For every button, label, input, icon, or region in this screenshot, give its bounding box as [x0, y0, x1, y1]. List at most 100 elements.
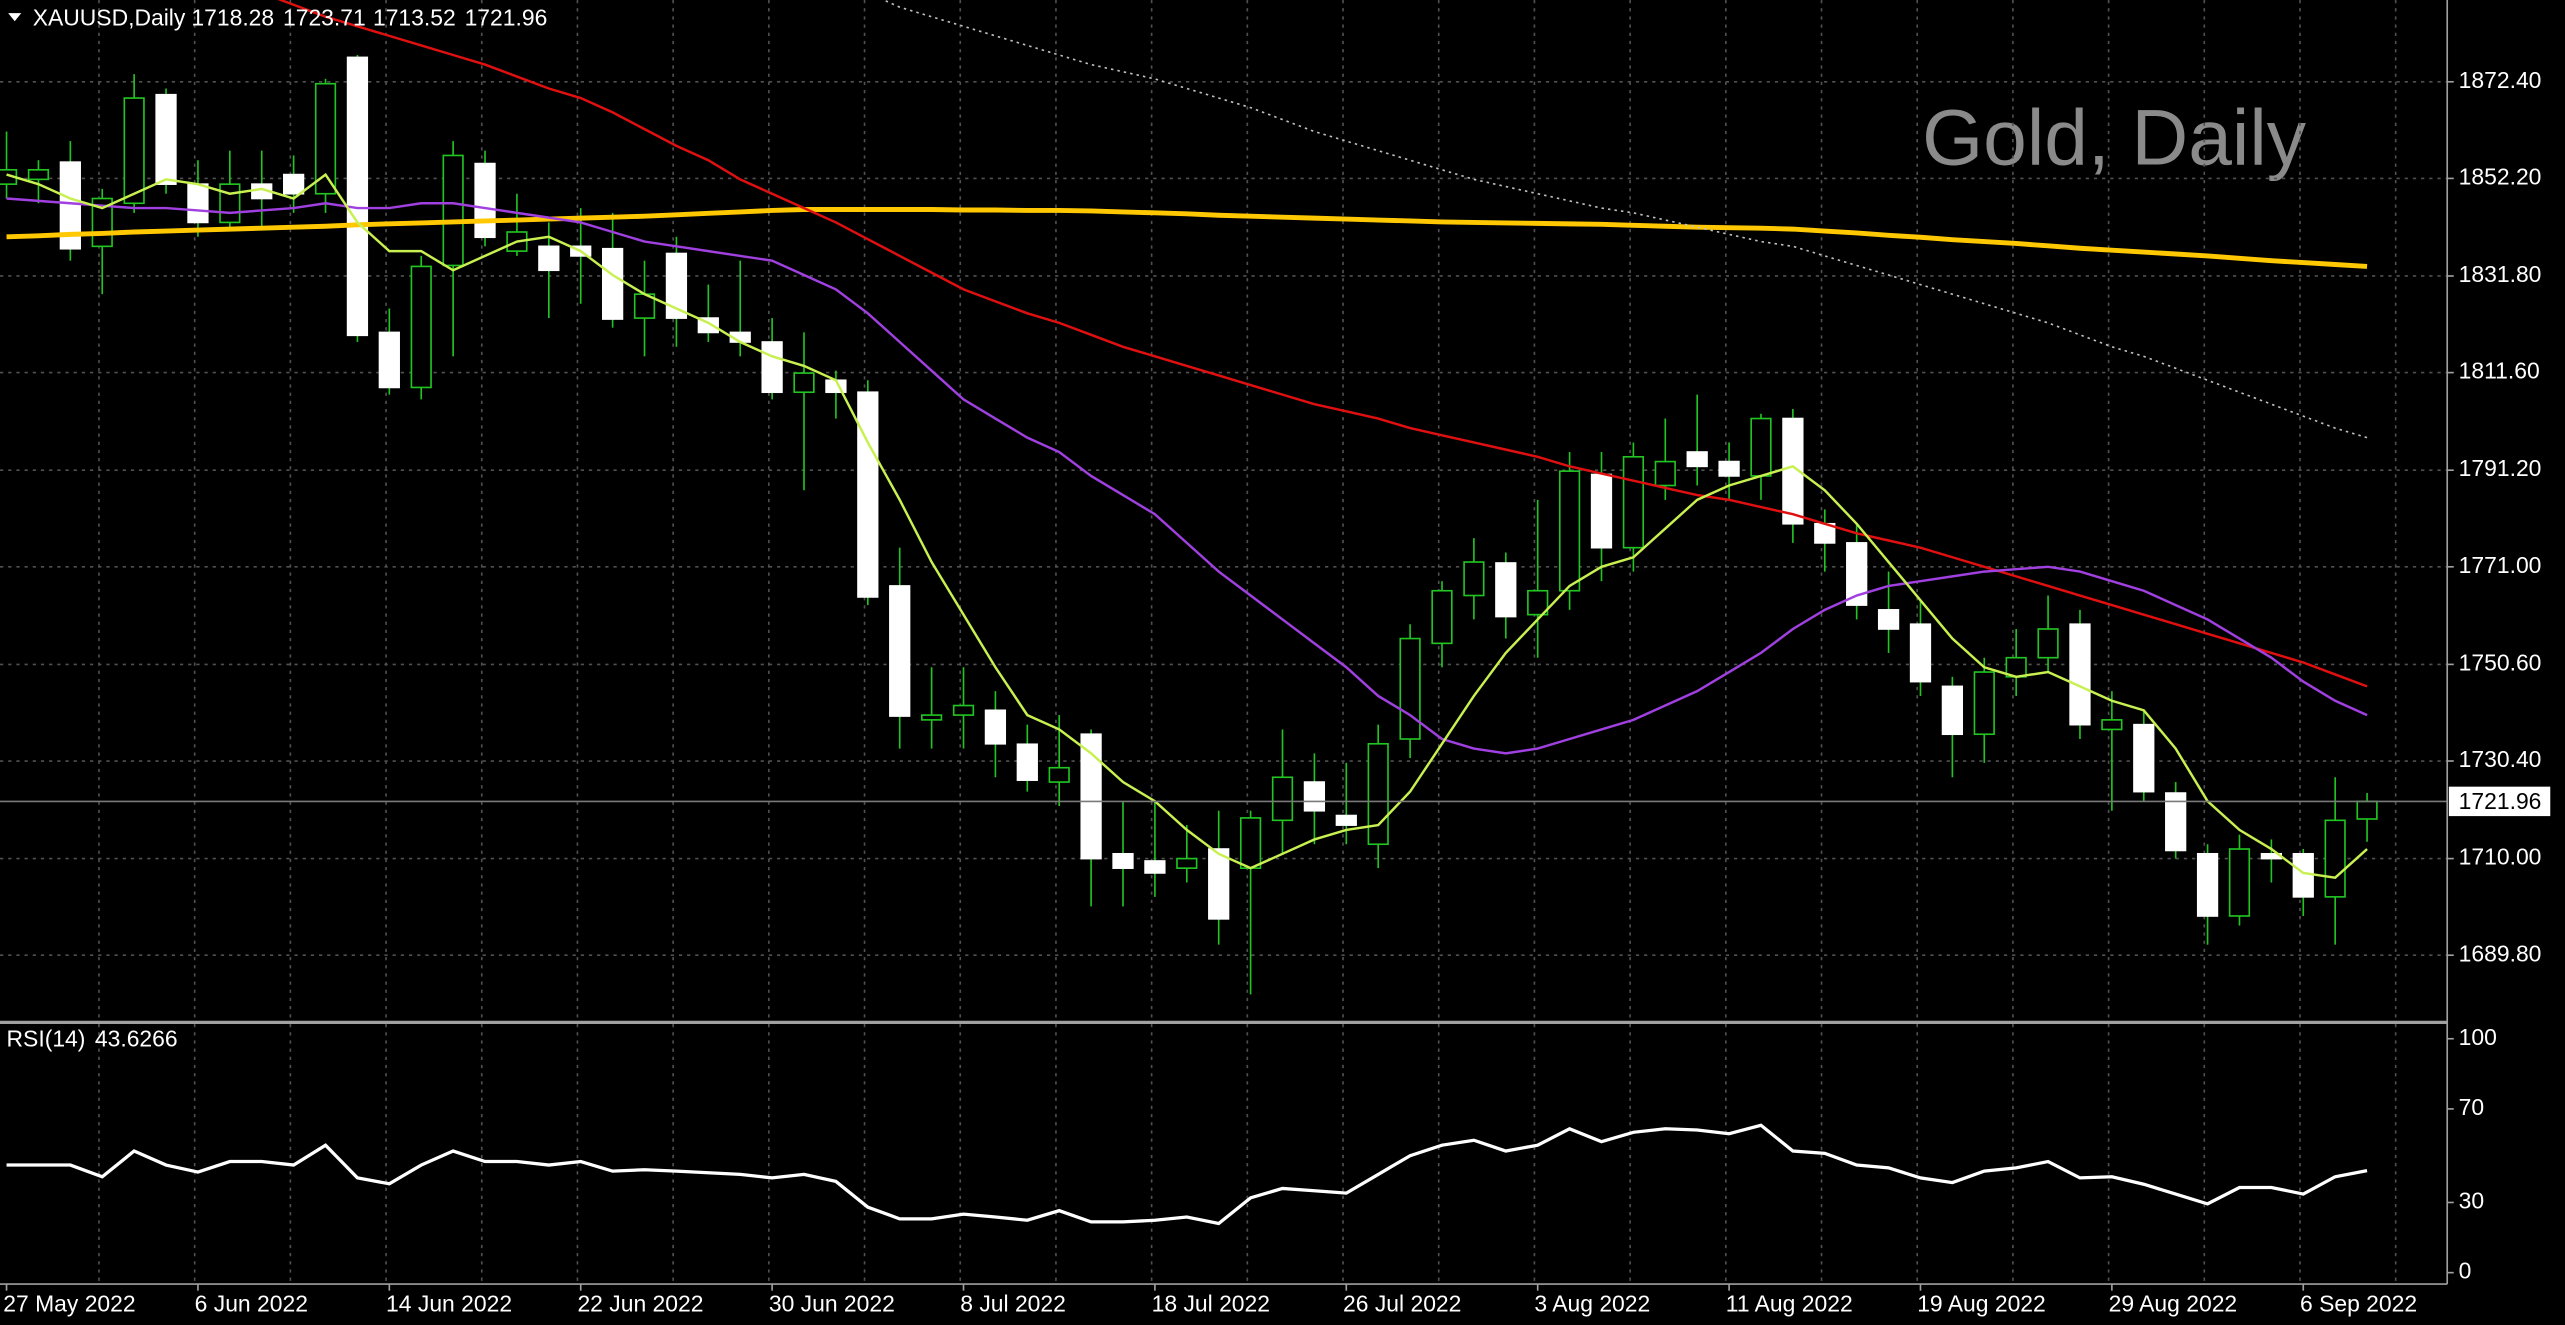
rsi-value: 43.6266 [95, 1025, 178, 1051]
candle-body [1718, 460, 1740, 477]
y-tick-label: 1791.20 [2459, 455, 2542, 481]
candle-body [889, 585, 911, 717]
candle-body [1303, 781, 1326, 812]
y-tick-label: 1710.00 [2459, 844, 2542, 870]
candle-body [2165, 792, 2187, 852]
candle-body [952, 704, 975, 716]
candle-body [2324, 819, 2346, 898]
x-tick-label: 29 Aug 2022 [2109, 1290, 2238, 1316]
candle-body [920, 714, 943, 721]
candle-body [1686, 451, 1708, 468]
y-tick-label: 1831.80 [2459, 261, 2542, 287]
candle-body [1590, 473, 1613, 549]
candle-body [1112, 852, 1134, 869]
moving-average [6, 172, 2368, 880]
candle-body [857, 391, 879, 598]
candle-body [1048, 766, 1070, 783]
y-tick-label: 1811.60 [2459, 358, 2540, 384]
header-open: 1718.28 [191, 5, 274, 31]
candle-body [2356, 800, 2378, 820]
x-tick-label: 8 Jul 2022 [960, 1290, 1066, 1316]
x-tick-label: 22 Jun 2022 [577, 1290, 703, 1316]
candle-body [1367, 742, 1389, 846]
y-tick-label: 1730.40 [2459, 746, 2542, 772]
x-tick-label: 6 Sep 2022 [2300, 1290, 2417, 1316]
moving-average [6, 197, 2368, 755]
candle-body [1239, 817, 1262, 869]
candle-body [1080, 733, 1102, 860]
candle-body [1271, 776, 1294, 822]
candle-body [1846, 542, 1868, 606]
y-tick-label: 1771.00 [2459, 552, 2542, 578]
candle-body [1176, 857, 1198, 869]
header-close: 1721.96 [465, 5, 548, 31]
candle-body [1973, 671, 1995, 736]
rsi-line [6, 1123, 2368, 1226]
candle-body [2228, 848, 2251, 917]
rsi-pane [6, 1024, 2397, 1285]
candle-body [1941, 685, 1964, 736]
candle-body [410, 265, 432, 389]
x-tick-label: 11 Aug 2022 [1726, 1290, 1853, 1316]
x-tick-label: 14 Jun 2022 [386, 1290, 512, 1316]
x-tick-label: 27 May 2022 [3, 1290, 135, 1316]
y-tick-label: 1689.80 [2459, 940, 2542, 966]
x-tick-label: 18 Jul 2022 [1152, 1290, 1270, 1316]
x-tick-label: 3 Aug 2022 [1534, 1290, 1650, 1316]
candle-body [601, 247, 624, 320]
candle-body [1463, 561, 1485, 597]
candle-body [665, 252, 688, 319]
y-tick-label: 100 [2459, 1024, 2497, 1050]
candle-body [1654, 460, 1676, 487]
candle-body [1016, 743, 1038, 781]
candle-body [761, 341, 783, 394]
candle-body [2133, 723, 2155, 793]
price-pane: Gold, Daily [0, 0, 2448, 1021]
header-high: 1723.71 [283, 5, 366, 31]
candle-body [1399, 637, 1421, 740]
bid-label-box [2448, 786, 2551, 817]
candle-body [2101, 719, 2123, 731]
candle-body [474, 162, 496, 239]
candle-body [1208, 848, 1230, 920]
candle-body [1527, 589, 1549, 616]
candle-body [984, 709, 1007, 745]
header-low: 1713.52 [373, 5, 456, 31]
candle-body [155, 93, 177, 185]
y-tick-label: 1750.60 [2459, 649, 2542, 675]
candle-body [1558, 470, 1581, 592]
candle-body [27, 168, 50, 181]
candle-body [2196, 852, 2219, 917]
candle-body [123, 97, 145, 205]
menu-arrow[interactable] [8, 13, 22, 22]
candle-body [1144, 860, 1166, 874]
candle-body [314, 82, 337, 195]
candle-body [219, 183, 241, 224]
candle-body [187, 183, 209, 224]
y-tick-label: 1872.40 [2459, 67, 2542, 93]
y-tick-label: 0 [2459, 1258, 2472, 1284]
bid-label: 1721.96 [2459, 788, 2542, 814]
y-tick-label: 1852.20 [2459, 163, 2542, 189]
candle-body [793, 372, 815, 394]
candle-body [442, 154, 464, 267]
candle-body [538, 245, 560, 272]
candle-body [2069, 623, 2091, 726]
candle-body [1750, 417, 1772, 477]
x-tick-label: 6 Jun 2022 [195, 1290, 308, 1316]
rsi-title: RSI(14) [7, 1025, 86, 1051]
y-tick-label: 30 [2459, 1188, 2484, 1214]
candle-body [1431, 589, 1453, 645]
y-tick-label: 70 [2459, 1094, 2484, 1120]
candle-body [283, 173, 305, 195]
candle-body [59, 161, 81, 250]
x-tick-label: 19 Aug 2022 [1917, 1290, 2046, 1316]
candle-body [1782, 417, 1804, 525]
moving-average [881, 0, 2368, 439]
candle-body [2292, 852, 2314, 898]
candle-body [346, 56, 369, 337]
candle-body [2037, 628, 2059, 659]
